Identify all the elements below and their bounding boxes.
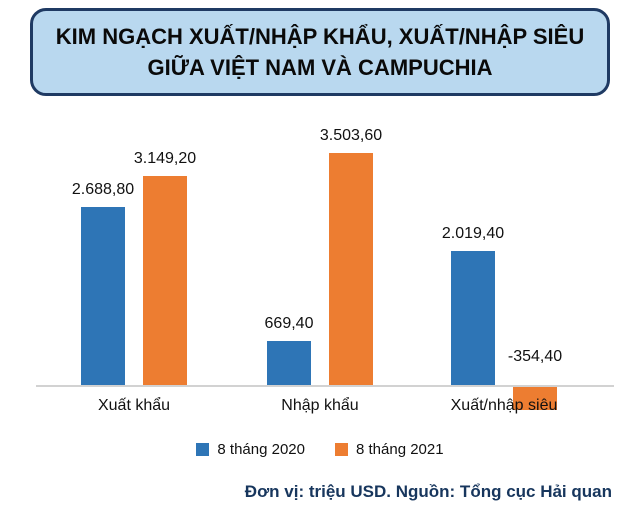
category-label: Nhập khẩu <box>281 397 359 414</box>
value-label: 2.688,80 <box>71 180 135 198</box>
x-axis-line <box>36 385 614 387</box>
chart-title-line-1: KIM NGẠCH XUẤT/NHẬP KHẨU, XUẤT/NHẬP SIÊU <box>55 24 585 49</box>
value-label: 3.503,60 <box>319 127 383 144</box>
bar-8-tháng-2020-2 <box>451 251 495 385</box>
bar-8-tháng-2021-1 <box>329 153 373 385</box>
unit-and-source-note: Đơn vị: triệu USD. Nguồn: Tổng cục Hải q… <box>244 482 612 501</box>
chart-title-box: KIM NGẠCH XUẤT/NHẬP KHẨU, XUẤT/NHẬP SIÊU… <box>30 8 610 96</box>
value-label: 3.149,20 <box>133 150 197 168</box>
legend-item-1: 8 tháng 2021 <box>335 441 444 458</box>
bar-8-tháng-2020-0 <box>81 206 125 385</box>
legend-swatch-icon <box>196 443 210 456</box>
value-label: 669,40 <box>264 314 314 332</box>
legend-swatch-icon <box>335 443 348 456</box>
bar-8-tháng-2020-1 <box>267 340 311 385</box>
legend-label: 8 tháng 2020 <box>217 441 305 458</box>
legend-label: 8 tháng 2021 <box>356 441 444 458</box>
value-label: -354,40 <box>507 348 563 365</box>
bar-8-tháng-2021-2 <box>513 387 557 411</box>
bar-chart-plot-area: Xuất khẩu Nhập khẩu Xuất/nhập siêu 2.688,80… <box>0 100 640 430</box>
category-label: Xuất/nhập siêu <box>450 397 558 414</box>
chart-title-line-2: GIỮA VIỆT NAM VÀ CAMPUCHIA <box>147 55 493 80</box>
category-label: Xuất khẩu <box>97 397 171 414</box>
legend-item-0: 8 tháng 2020 <box>196 441 305 458</box>
value-label: 2.019,40 <box>441 225 505 243</box>
chart-legend: 8 tháng 2020 8 tháng 2021 <box>0 441 640 458</box>
bar-8-tháng-2021-0 <box>143 176 187 385</box>
